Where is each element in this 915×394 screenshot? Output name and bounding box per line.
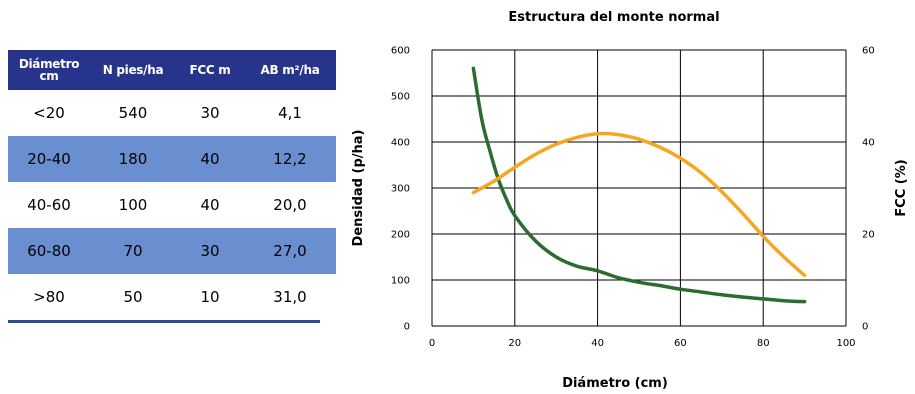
cell-ab: 20,0	[273, 196, 307, 214]
cell-diametro: >80	[33, 288, 65, 306]
table-row: >80 50 10 31,0	[8, 274, 336, 320]
header-fcc: FCC m	[189, 63, 231, 77]
y2-tick-label: 20	[862, 230, 875, 241]
header-npies: N pies/ha	[102, 63, 164, 77]
table-row: 60-80 70 30 27,0	[8, 228, 336, 274]
x-tick-label: 40	[591, 338, 604, 349]
table-row: <20 540 30 4,1	[8, 90, 336, 136]
cell-fcc: 40	[200, 196, 220, 214]
y-tick-label: 300	[391, 184, 410, 195]
cell-ab: 31,0	[273, 288, 307, 306]
cell-npies: 100	[118, 196, 148, 214]
x-tick-label: 20	[508, 338, 521, 349]
chart-ticks: 0 20 40 60 80 100 0 100 200 300 400 500 600 0 20 40 60	[391, 46, 875, 350]
cell-ab: 12,2	[273, 150, 307, 168]
cell-fcc: 40	[200, 150, 220, 168]
chart-grid	[431, 49, 847, 327]
cell-ab: 4,1	[278, 104, 302, 122]
y2-tick-label: 60	[862, 46, 875, 57]
table-header-row: Diámetro cm N pies/ha FCC m AB m²/ha	[8, 50, 336, 90]
cell-fcc: 30	[200, 242, 220, 260]
cell-diametro: 60-80	[27, 242, 71, 260]
cell-diametro: 40-60	[27, 196, 71, 214]
y2-axis-title: FCC (%)	[894, 159, 909, 216]
cell-fcc: 10	[200, 288, 220, 306]
cell-npies: 50	[123, 288, 143, 306]
y-tick-label: 200	[391, 230, 410, 241]
diameter-table: Diámetro cm N pies/ha FCC m AB m²/ha <20…	[8, 50, 336, 320]
header-diametro: Diámetro cm	[18, 57, 80, 83]
cell-diametro: 20-40	[27, 150, 71, 168]
cell-ab: 27,0	[273, 242, 307, 260]
x-tick-label: 0	[429, 338, 435, 349]
x-axis-title: Diámetro (cm)	[562, 376, 668, 391]
y-axis-title: Densidad (p/ha)	[351, 130, 366, 247]
data-table-container: Diámetro cm N pies/ha FCC m AB m²/ha <20…	[8, 50, 336, 323]
cell-npies: 180	[118, 150, 148, 168]
chart-title: Estructura del monte normal	[508, 10, 719, 25]
y-tick-label: 600	[391, 46, 410, 57]
x-tick-label: 60	[674, 338, 687, 349]
cell-diametro: <20	[33, 104, 65, 122]
x-tick-label: 80	[757, 338, 770, 349]
density-series-line	[471, 66, 807, 304]
table-row: 40-60 100 40 20,0	[8, 182, 336, 228]
y-tick-label: 100	[391, 276, 410, 287]
cell-npies: 70	[123, 242, 143, 260]
y2-tick-label: 0	[862, 322, 868, 333]
cell-fcc: 30	[200, 104, 220, 122]
cell-npies: 540	[118, 104, 148, 122]
table-row: 20-40 180 40 12,2	[8, 136, 336, 182]
y-tick-label: 500	[391, 92, 410, 103]
chart-series	[471, 66, 807, 304]
y-tick-label: 0	[404, 322, 410, 333]
table-bottom-rule	[8, 320, 320, 323]
y-tick-label: 400	[391, 138, 410, 149]
fcc-series-line	[471, 131, 807, 278]
x-tick-label: 100	[836, 338, 855, 349]
header-ab: AB m²/ha	[260, 63, 320, 77]
y2-tick-label: 40	[862, 138, 875, 149]
